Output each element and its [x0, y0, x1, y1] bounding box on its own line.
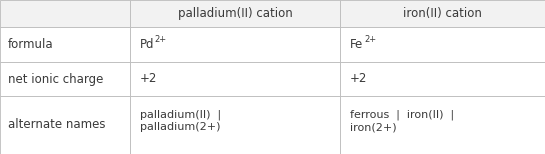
Bar — [340, 27, 545, 62]
Bar — [130, 27, 340, 62]
Text: Fe: Fe — [350, 38, 364, 51]
Text: alternate names: alternate names — [8, 118, 106, 132]
Text: formula: formula — [8, 38, 53, 51]
Text: net ionic charge: net ionic charge — [8, 73, 104, 85]
Bar — [0, 96, 130, 154]
Bar — [130, 0, 340, 27]
Bar — [0, 62, 130, 96]
Bar — [130, 62, 340, 96]
Text: iron(II) cation: iron(II) cation — [403, 7, 482, 20]
Text: palladium(II)  |
palladium(2+): palladium(II) | palladium(2+) — [140, 110, 221, 132]
Text: Pd: Pd — [140, 38, 154, 51]
Bar — [0, 27, 130, 62]
Text: +2: +2 — [140, 73, 158, 85]
Bar — [340, 62, 545, 96]
Text: 2+: 2+ — [154, 35, 166, 44]
Text: palladium(II) cation: palladium(II) cation — [178, 7, 292, 20]
Bar — [340, 96, 545, 154]
Text: ferrous  |  iron(II)  |
iron(2+): ferrous | iron(II) | iron(2+) — [350, 110, 454, 132]
Bar — [130, 96, 340, 154]
Bar — [340, 0, 545, 27]
Text: 2+: 2+ — [364, 35, 376, 44]
Bar — [0, 0, 130, 27]
Text: +2: +2 — [350, 73, 367, 85]
